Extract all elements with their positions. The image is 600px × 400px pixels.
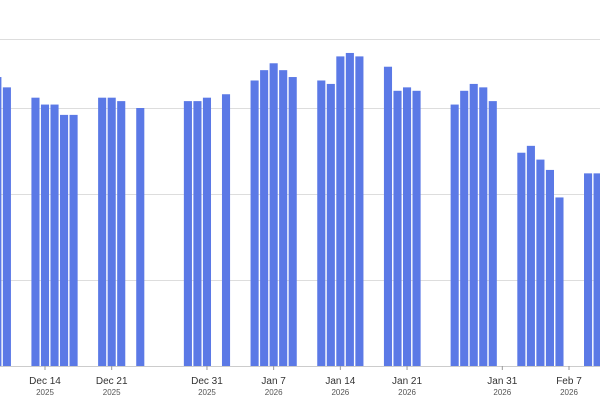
bar — [383, 66, 393, 366]
bar — [250, 80, 259, 366]
bar — [221, 94, 231, 367]
x-tick-label: Jan 7 — [261, 376, 286, 387]
bar — [545, 169, 554, 366]
bar — [0, 77, 2, 366]
x-tick-label: Dec 14 — [29, 376, 61, 387]
bar — [279, 70, 288, 366]
bar — [412, 90, 421, 367]
bar — [136, 108, 145, 366]
bar — [517, 152, 526, 366]
bar — [393, 90, 402, 367]
gridlines — [0, 39, 600, 281]
bar — [69, 114, 78, 366]
bar — [536, 159, 545, 366]
bar — [479, 87, 488, 367]
x-tick-year-label: 2026 — [493, 388, 511, 397]
x-tick-label: Jan 14 — [325, 376, 355, 387]
x-tick-year-label: 2026 — [331, 388, 349, 397]
bar — [50, 104, 59, 366]
bar — [40, 104, 50, 366]
bars — [0, 52, 600, 367]
bar — [107, 97, 116, 367]
x-tick-label: Jan 31 — [487, 376, 517, 387]
bar — [555, 197, 564, 366]
bar — [2, 87, 11, 367]
x-tick-year-label: 2026 — [560, 388, 578, 397]
bar — [488, 101, 497, 367]
bar — [526, 145, 535, 366]
x-tick-year-label: 2026 — [398, 388, 416, 397]
bar — [288, 77, 297, 366]
x-tick-year-label: 2025 — [36, 388, 54, 397]
bar — [202, 97, 212, 367]
bar — [450, 104, 459, 366]
bar — [269, 63, 278, 366]
x-tick-year-label: 2026 — [265, 388, 283, 397]
bar — [345, 52, 354, 367]
x-tick-year-label: 2025 — [103, 388, 121, 397]
x-tick-label: Dec 31 — [191, 376, 223, 387]
bar — [584, 173, 593, 366]
bar — [260, 70, 269, 366]
bar — [193, 101, 202, 367]
bar — [402, 87, 412, 367]
bar — [355, 56, 364, 367]
bar — [183, 101, 192, 367]
bar — [31, 97, 40, 367]
x-tick-label: Jan 21 — [392, 376, 422, 387]
bar — [60, 114, 69, 366]
bar — [326, 83, 335, 367]
bar — [469, 83, 478, 367]
x-tick-year-label: 2025 — [198, 388, 216, 397]
bar — [593, 173, 600, 366]
bar — [460, 90, 469, 367]
x-tick-label: Feb 7 — [556, 376, 582, 387]
bar — [117, 101, 126, 367]
bar — [336, 56, 345, 367]
x-tick-label: Dec 21 — [96, 376, 128, 387]
bar — [98, 97, 107, 367]
bar — [317, 80, 326, 366]
